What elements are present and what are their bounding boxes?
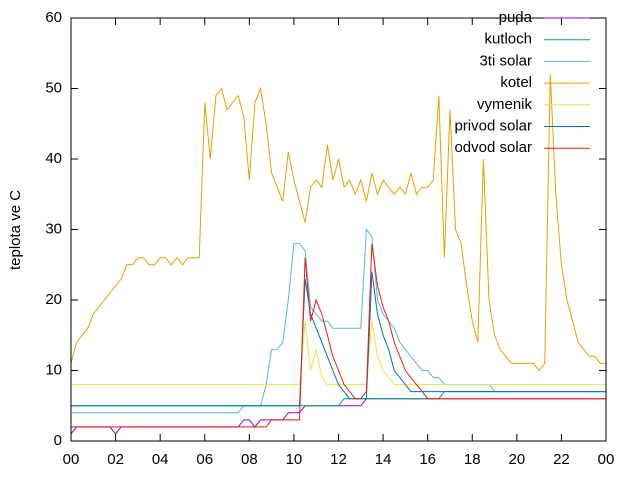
series-line [71,243,606,428]
x-tick-label: 18 [464,451,481,468]
y-tick-label: 60 [45,9,62,26]
x-tick-label: 20 [508,451,525,468]
legend-label: odvod solar [454,139,532,156]
series-line [71,271,606,407]
x-tick-label: 16 [419,451,436,468]
x-tick-label: 14 [375,451,392,468]
x-tick-label: 12 [330,451,347,468]
legend-label: 3ti solar [479,52,532,69]
x-tick-label: 22 [553,451,570,468]
x-tick-label: 10 [286,451,303,468]
x-tick-label: 04 [152,451,169,468]
x-tick-label: 00 [598,451,615,468]
legend-label: privod solar [454,117,532,134]
legend-label: puda [499,9,533,26]
y-tick-label: 40 [45,150,62,167]
y-tick-label: 30 [45,220,62,237]
x-tick-label: 00 [63,451,80,468]
series-line [70,74,606,372]
legend-label: kotel [500,74,532,91]
x-tick-label: 06 [196,451,213,468]
x-tick-label: 02 [107,451,124,468]
plot-border [70,17,607,442]
y-tick-label: 10 [45,361,62,378]
y-tick-label: 20 [45,291,62,308]
x-tick-label: 08 [241,451,258,468]
y-tick-label: 0 [54,432,62,449]
legend-label: kutloch [484,31,532,48]
y-axis-label: teplota ve C [7,190,24,270]
y-tick-label: 50 [45,79,62,96]
legend-label: vymenik [477,96,533,113]
